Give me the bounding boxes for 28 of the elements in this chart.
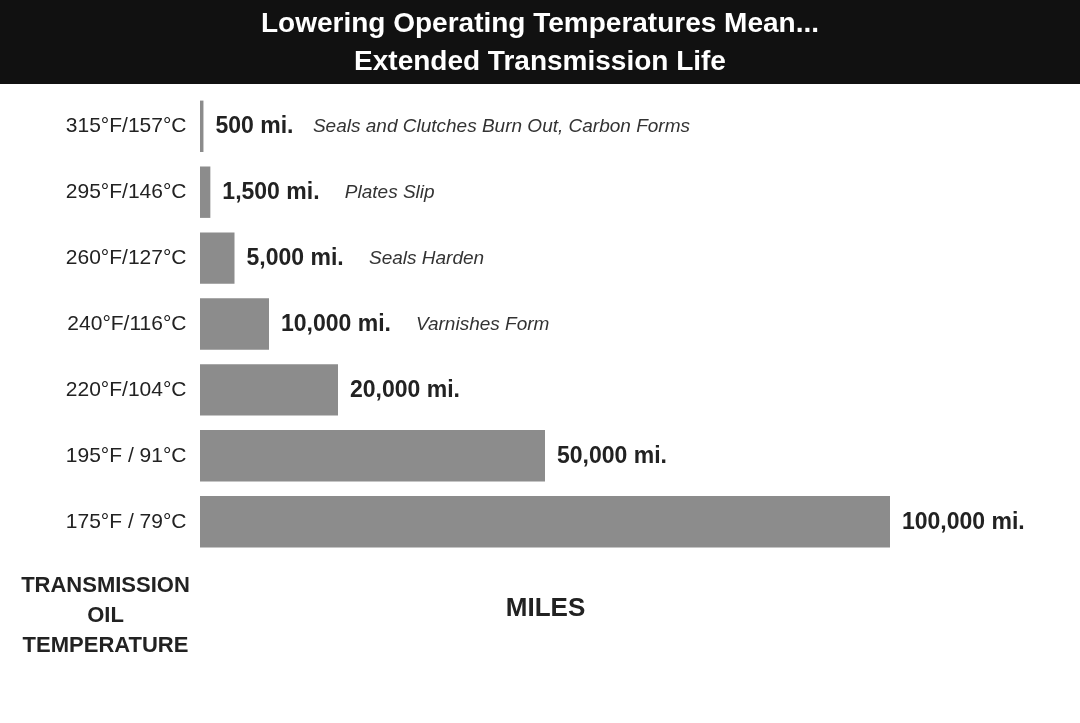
y-tick-label: 240°F/116°C: [67, 311, 187, 334]
y-tick-label: 295°F/146°C: [65, 179, 187, 203]
annotation: Varnishes Form: [416, 313, 550, 334]
y-tick-label: 220°F/104°C: [65, 376, 187, 400]
annotation: Plates Slip: [344, 181, 435, 203]
y-tick-label: 175°F / 79°C: [65, 508, 187, 532]
chart-subtitle: Extended Transmission Life: [353, 44, 727, 78]
data-label: 5,000 mi.: [246, 244, 344, 271]
data-label: 1,500 mi.: [222, 178, 320, 205]
y-tick-label: 315°F/157°C: [65, 113, 187, 137]
bar: [200, 496, 890, 548]
data-label: 50,000 mi.: [557, 441, 667, 468]
y-axis-title: TRANSMISSION OIL TEMPERATURE: [21, 571, 190, 657]
bar: [200, 364, 338, 416]
x-axis-title: MILES: [505, 591, 586, 622]
data-label: 100,000 mi.: [902, 507, 1025, 534]
bar: [200, 430, 545, 482]
y-tick-label: 195°F / 91°C: [65, 442, 187, 466]
bar: [200, 298, 269, 350]
bar: [200, 232, 235, 284]
annotation: Seals and Clutches Burn Out, Carbon Forms: [312, 115, 691, 137]
y-tick-label: 260°F/127°C: [65, 245, 187, 269]
annotation: Seals Harden: [369, 247, 485, 269]
data-label: 20,000 mi.: [350, 375, 460, 402]
bar: [200, 166, 211, 218]
data-label: 10,000 mi.: [281, 310, 391, 336]
data-label: 500 mi.: [215, 112, 294, 139]
chart-title: Lowering Operating Temperatures Mean...: [260, 6, 820, 40]
